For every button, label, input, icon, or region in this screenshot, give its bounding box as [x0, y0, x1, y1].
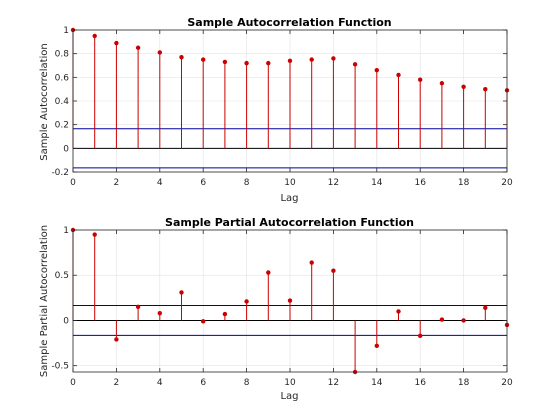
pacf-xtick-label-5: 10: [284, 378, 296, 388]
acf-xtick-label-8: 16: [414, 178, 426, 188]
pacf-ytick-label-1: 0: [63, 316, 69, 326]
acf-marker-3: [135, 45, 141, 50]
acf-ytick-label-0: -0.2: [51, 168, 69, 178]
acf-marker-19: [483, 86, 488, 92]
acf-panel: 0 2 4 6 8 10 12 14 16 18 20 -0.200.20.40.60.81 Sam…: [39, 16, 513, 204]
pacf-y-ticks: -0.5 0 0.5 1: [51, 226, 507, 372]
acf-y-axis-label: Sample Autocorrelation: [39, 43, 50, 161]
acf-xtick-label-4: 8: [244, 178, 250, 188]
pacf-xtick-label-10: 20: [501, 378, 513, 388]
pacf-x-axis-label: Lag: [280, 391, 298, 402]
pacf-xtick-label-4: 8: [244, 378, 250, 388]
pacf-xtick-label-0: 0: [70, 378, 76, 388]
acf-ytick-label-5: 0.8: [55, 50, 70, 60]
pacf-xtick-label-8: 16: [414, 378, 426, 388]
pacf-marker-8: [244, 299, 249, 304]
pacf-marker-10: [287, 298, 293, 303]
acf-marker-9: [266, 60, 271, 66]
pacf-y-axis-label: Sample Partial Autocorrelation: [39, 225, 50, 377]
pacf-marker-11: [309, 260, 314, 265]
acf-ytick-label-1: 0: [63, 144, 69, 154]
pacf-xtick-label-9: 18: [458, 378, 470, 388]
acf-xtick-label-7: 14: [371, 178, 383, 188]
pacf-marker-3: [135, 304, 141, 310]
pacf-ytick-label-2: 0.5: [55, 271, 69, 281]
acf-xtick-label-9: 18: [458, 178, 470, 188]
pacf-marker-16: [418, 333, 423, 339]
acf-xtick-label-3: 6: [200, 178, 206, 188]
pacf-xtick-label-1: 2: [114, 378, 120, 388]
pacf-marker-5: [179, 290, 184, 295]
pacf-ytick-label-3: 1: [63, 226, 69, 236]
acf-xtick-label-2: 4: [157, 178, 163, 188]
acf-xtick-label-6: 12: [328, 178, 339, 188]
acf-marker-10: [287, 58, 293, 63]
pacf-marker-12: [331, 268, 336, 273]
pacf-marker-15: [396, 309, 401, 314]
pacf-marker-19: [483, 305, 488, 310]
pacf-x-ticks: 0 2 4 6 8 10 12 14 16 18 20: [70, 230, 513, 388]
acf-marker-18: [461, 84, 466, 90]
pacf-marker-7: [222, 311, 228, 317]
pacf-ytick-label-0: -0.5: [51, 362, 69, 372]
pacf-marker-6: [201, 319, 206, 324]
acf-y-ticks: -0.2 0 0.2 0.4 0.6 0.8 1: [51, 26, 507, 178]
acf-marker-2: [114, 40, 119, 46]
acf-xtick-label-0: 0: [70, 178, 76, 188]
acf-marker-12: [331, 56, 336, 61]
acf-ytick-label-4: 0.6: [55, 73, 70, 83]
acf-title: Sample Autocorrelation Function: [187, 16, 391, 29]
pacf-marker-9: [266, 270, 271, 275]
acf-marker-13: [352, 62, 358, 67]
acf-x-ticks: 0 2 4 6 8 10 12 14 16 18 20: [70, 30, 513, 188]
acf-marker-15: [396, 72, 401, 78]
acf-ytick-label-3: 0.4: [55, 97, 70, 107]
pacf-marker-17: [439, 317, 445, 322]
acf-marker-8: [244, 60, 249, 66]
acf-marker-16: [418, 77, 423, 82]
acf-xtick-label-1: 2: [114, 178, 120, 188]
pacf-xtick-label-2: 4: [157, 378, 163, 388]
pacf-panel: 0 2 4 6 8 10 12 14 16 18 20 -0.500.51 Sample Parti…: [39, 216, 513, 402]
pacf-title: Sample Partial Autocorrelation Function: [165, 216, 414, 229]
pacf-xtick-label-6: 12: [328, 378, 339, 388]
acf-marker-1: [92, 33, 97, 39]
acf-xtick-label-5: 10: [284, 178, 296, 188]
acf-marker-14: [374, 68, 379, 73]
pacf-marker-4: [157, 311, 162, 316]
pacf-marker-1: [92, 232, 97, 237]
acf-marker-7: [222, 59, 228, 65]
acf-marker-17: [439, 81, 445, 86]
pacf-marker-2: [114, 337, 119, 342]
acf-x-axis-label: Lag: [280, 193, 298, 204]
pacf-marker-14: [374, 343, 379, 348]
pacf-xtick-label-3: 6: [200, 378, 206, 388]
pacf-marker-18: [461, 318, 466, 323]
acf-marker-11: [309, 57, 314, 62]
acf-marker-4: [157, 50, 162, 55]
acf-ytick-label-2: 0.2: [55, 121, 69, 131]
acf-marker-5: [179, 55, 184, 60]
pacf-xtick-label-7: 14: [371, 378, 383, 388]
acf-ytick-label-6: 1: [63, 26, 69, 36]
acf-marker-6: [201, 57, 206, 62]
acf-xtick-label-10: 20: [501, 178, 513, 188]
